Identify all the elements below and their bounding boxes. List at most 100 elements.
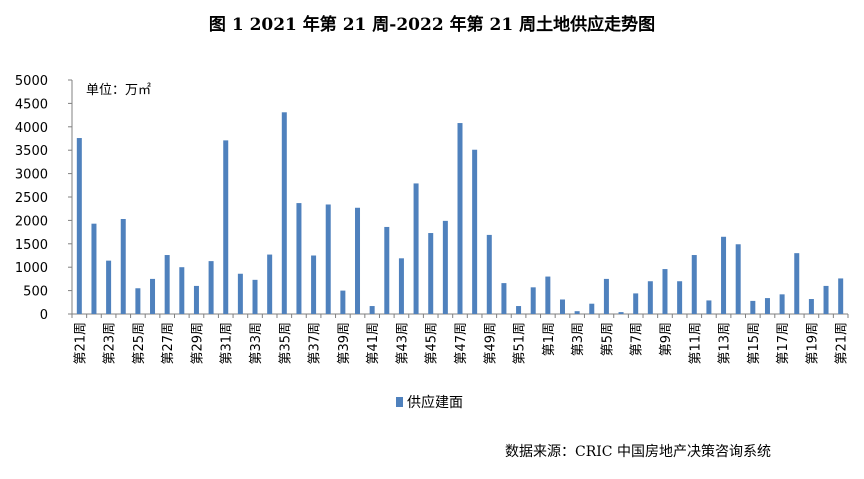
bar — [589, 303, 595, 314]
bar — [384, 226, 390, 314]
y-tick-label: 5000 — [15, 74, 48, 89]
bar — [398, 258, 404, 314]
x-tick-label: 第45周 — [425, 322, 440, 365]
x-tick-label: 第43周 — [395, 322, 410, 365]
bar — [472, 149, 478, 314]
x-tick-label: 第27周 — [161, 322, 176, 365]
bar — [135, 288, 141, 314]
bar — [267, 254, 273, 314]
y-tick-label: 2500 — [15, 191, 48, 206]
x-tick-label: 第41周 — [366, 322, 381, 365]
x-tick-label: 第21周 — [73, 322, 88, 365]
x-tick-label: 第13周 — [718, 322, 733, 365]
y-tick-label: 3500 — [15, 144, 48, 159]
bar — [618, 312, 624, 314]
legend-swatch — [396, 397, 403, 407]
bar — [325, 204, 331, 314]
bar — [413, 183, 419, 314]
x-tick-label: 第31周 — [220, 322, 235, 365]
bar — [516, 306, 522, 314]
bar — [808, 299, 814, 314]
x-tick-label: 第21周 — [835, 322, 850, 365]
bar — [794, 253, 800, 314]
x-tick-label: 第1周 — [542, 322, 557, 356]
bar — [428, 233, 434, 314]
bar — [603, 278, 609, 314]
x-tick-label: 第5周 — [600, 322, 615, 356]
bar — [296, 203, 302, 314]
y-tick-label: 4500 — [15, 97, 48, 112]
x-tick-label: 第17周 — [776, 322, 791, 365]
bar — [208, 261, 214, 314]
chart-title: 图 1 2021 年第 21 周-2022 年第 21 周土地供应走势图 — [208, 15, 656, 35]
x-tick-label: 第51周 — [513, 322, 528, 365]
bar — [559, 299, 565, 314]
bar — [120, 218, 126, 314]
bar — [369, 306, 375, 314]
y-tick-label: 1500 — [15, 238, 48, 253]
bar — [76, 138, 82, 314]
bar — [91, 223, 97, 314]
bar — [237, 273, 243, 314]
x-tick-label: 第15周 — [747, 322, 762, 365]
x-tick-label: 第11周 — [688, 322, 703, 365]
bar — [457, 123, 463, 314]
legend: 供应建面 — [396, 394, 463, 411]
x-tick-label: 第47周 — [454, 322, 469, 365]
x-tick-label: 第9周 — [659, 322, 674, 356]
legend-label: 供应建面 — [407, 394, 463, 411]
bar — [179, 267, 185, 314]
y-tick-label: 2000 — [15, 214, 48, 229]
bar — [530, 287, 536, 314]
x-tick-label: 第39周 — [337, 322, 352, 365]
bar — [252, 279, 258, 314]
bar — [223, 140, 229, 314]
bar — [735, 244, 741, 314]
bar — [823, 285, 829, 314]
x-tick-label: 第29周 — [190, 322, 205, 365]
y-tick-label: 500 — [23, 285, 48, 300]
bar — [750, 300, 756, 314]
bar — [486, 234, 492, 314]
bar — [164, 255, 170, 314]
y-axis-tick-labels: 0 500 1000 1500 2000 2500 3000 3500 4000 4500 5000 — [15, 74, 48, 323]
bar — [764, 298, 770, 314]
x-tick-label: 第7周 — [630, 322, 645, 356]
bar — [193, 285, 199, 314]
x-tick-label: 第19周 — [805, 322, 820, 365]
unit-label: 单位：万㎡ — [86, 83, 151, 98]
y-tick-label: 1000 — [15, 261, 48, 276]
y-tick-label: 0 — [40, 308, 48, 323]
bar — [838, 278, 844, 314]
bar — [281, 112, 287, 315]
bar — [150, 278, 156, 314]
x-tick-label: 第3周 — [571, 322, 586, 356]
bar — [677, 281, 683, 314]
bar — [355, 207, 361, 314]
bar — [647, 281, 653, 314]
x-axis-tick-labels: 第21周 第23周 第25周 第27周 第29周 第31周 第33周 第35周 第37周 第39周… — [73, 322, 849, 365]
x-tick-label: 第25周 — [132, 322, 147, 365]
y-tick-label: 4000 — [15, 121, 48, 136]
source-note: 数据来源：CRIC 中国房地产决策咨询系统 — [505, 444, 771, 460]
bar — [340, 290, 346, 314]
x-tick-label: 第37周 — [308, 322, 323, 365]
bar — [662, 269, 668, 314]
bar — [501, 283, 507, 314]
x-tick-label: 第33周 — [249, 322, 264, 365]
bar — [706, 300, 712, 314]
bar — [721, 236, 727, 314]
bar — [574, 311, 580, 314]
x-tick-label: 第35周 — [278, 322, 293, 365]
bar — [545, 276, 551, 314]
x-tick-label: 第23周 — [103, 322, 118, 365]
bar — [311, 255, 317, 314]
bar — [442, 220, 448, 314]
bar — [779, 294, 785, 314]
y-tick-label: 3000 — [15, 168, 48, 183]
x-tick-label: 第49周 — [483, 322, 498, 365]
bar — [691, 255, 697, 314]
bar-series — [76, 112, 844, 315]
bar — [106, 260, 112, 314]
